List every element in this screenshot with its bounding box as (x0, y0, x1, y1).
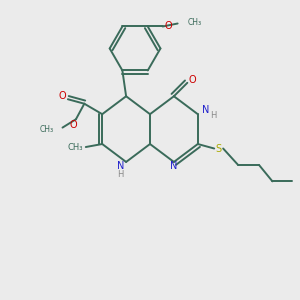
Text: CH₃: CH₃ (68, 142, 83, 152)
Text: S: S (216, 143, 222, 154)
Text: O: O (189, 75, 196, 85)
Text: O: O (164, 22, 172, 32)
Text: CH₃: CH₃ (39, 124, 53, 134)
Text: N: N (117, 161, 124, 171)
Text: H: H (210, 111, 217, 120)
Text: N: N (202, 105, 209, 115)
Text: CH₃: CH₃ (188, 17, 202, 26)
Text: O: O (59, 91, 66, 101)
Text: O: O (69, 120, 77, 130)
Text: N: N (170, 161, 178, 171)
Text: H: H (117, 170, 123, 179)
